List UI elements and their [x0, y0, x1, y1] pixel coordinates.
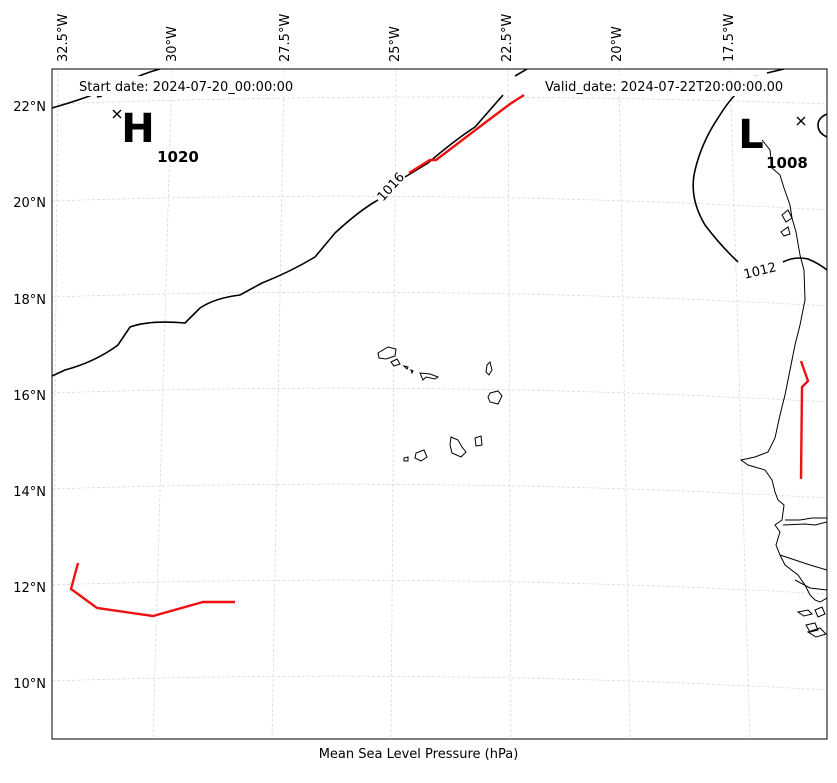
lon-label-27-5w: 27.5°W — [278, 14, 293, 62]
island-boa-vista — [487, 390, 503, 405]
front-southwest — [69, 562, 235, 618]
island-bijagos-2 — [814, 606, 826, 618]
coastal-islets-north — [780, 209, 793, 237]
parallel-18n — [52, 291, 827, 307]
start-date-label: Start date: 2024-07-20_00:00:00 — [79, 80, 293, 95]
lat-label-22n: 22°N — [13, 100, 46, 115]
island-santo-antao — [377, 346, 397, 360]
high-value: 1020 — [157, 148, 199, 166]
lon-label-30w: 30°W — [165, 26, 180, 62]
valid-date-label: Valid_date: 2024-07-22T20:00:00.00 — [545, 80, 783, 95]
isobar-1012-right — [817, 113, 827, 138]
isobar-label-1016: 1016 — [375, 170, 408, 205]
coastline-bissau — [779, 554, 827, 591]
low-value: 1008 — [766, 154, 808, 172]
parallel-10n — [52, 675, 827, 691]
island-brava — [403, 456, 409, 462]
island-sao-vicente — [390, 358, 401, 367]
low-letter: L — [738, 112, 764, 158]
header-right-bg — [540, 76, 808, 96]
island-bijagos-3 — [805, 622, 819, 633]
parallel-20n — [52, 195, 827, 211]
island-santa-luzia — [402, 365, 414, 375]
front-north — [408, 93, 525, 175]
lon-label-32-5w: 32.5°W — [56, 14, 71, 62]
island-bijagos-4 — [806, 627, 827, 638]
lon-label-17-5w: 17.5°W — [722, 14, 737, 62]
isobar-label-1012: 1012 — [742, 260, 778, 283]
meridian-27-5w — [271, 69, 285, 739]
island-santiago — [449, 436, 467, 458]
lon-label-20w: 20°W — [610, 26, 625, 62]
island-bijagos-1 — [796, 609, 813, 617]
isobar-1020-arc — [96, 95, 103, 98]
graticule — [52, 69, 827, 739]
parallel-16n — [52, 387, 827, 403]
high-pressure-center: H 1020 — [112, 106, 199, 166]
meridian-32-5w — [52, 69, 59, 739]
coastline-guinea — [782, 521, 827, 526]
lat-label-20n: 20°N — [13, 196, 46, 211]
lon-label-25w: 25°W — [388, 26, 403, 62]
latitude-labels: 22°N 20°N 18°N 16°N 14°N 12°N 10°N — [13, 100, 46, 692]
parallel-12n — [52, 579, 827, 595]
isobar-1016 — [52, 94, 504, 377]
island-sao-nicolau — [419, 372, 440, 381]
island-sal — [485, 361, 493, 376]
map-frame — [51, 68, 828, 740]
high-letter: H — [121, 106, 154, 152]
isobar-1016-top-right — [514, 69, 528, 77]
isobar-1012 — [692, 75, 827, 271]
lat-label-14n: 14°N — [13, 485, 46, 500]
meridian-25w — [390, 69, 397, 739]
front-east — [799, 360, 810, 480]
high-center-cross-icon — [112, 109, 122, 119]
parallel-14n — [52, 483, 827, 499]
meridian-17-5w — [729, 69, 751, 739]
lat-label-12n: 12°N — [13, 581, 46, 596]
low-pressure-center: L 1008 — [738, 112, 808, 172]
island-maio — [474, 435, 483, 447]
lat-label-10n: 10°N — [13, 677, 46, 692]
longitude-labels: 32.5°W 30°W 27.5°W 25°W 22.5°W 20°W 17.5… — [56, 14, 737, 62]
meridian-22-5w — [507, 69, 512, 739]
low-center-cross-icon — [796, 116, 806, 126]
lon-label-22-5w: 22.5°W — [500, 14, 515, 62]
meridian-30w — [152, 69, 173, 739]
map-xlabel: Mean Sea Level Pressure (hPa) — [318, 747, 519, 762]
isobar-top-right — [766, 69, 785, 74]
lat-label-18n: 18°N — [13, 293, 46, 308]
island-fogo — [414, 449, 428, 462]
coastline-gambia — [785, 517, 827, 521]
coastline-africa — [739, 139, 827, 603]
lat-label-16n: 16°N — [13, 389, 46, 404]
meridian-20w — [618, 69, 631, 739]
header-left-bg — [72, 76, 317, 96]
parallel-22n — [52, 96, 827, 105]
